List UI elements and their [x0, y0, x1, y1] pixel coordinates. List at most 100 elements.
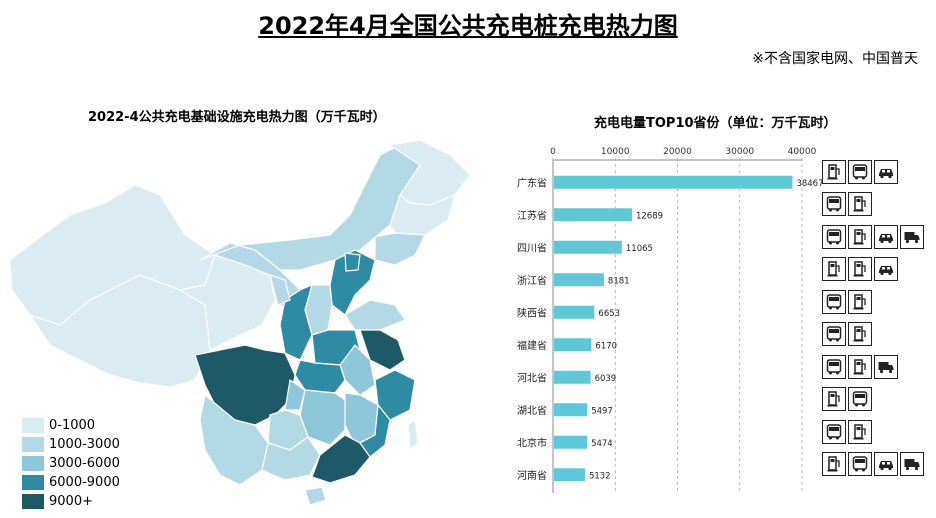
map-region-beijing [344, 252, 361, 272]
map-region-taiwan [407, 418, 419, 452]
china-heat-map [9, 139, 471, 506]
icon-row [822, 192, 872, 216]
car-icon [874, 225, 898, 249]
bar-chart-title: 充电电量TOP10省份（单位：万千瓦时） [594, 116, 837, 131]
legend-item: 9000+ [22, 492, 120, 511]
bar [554, 370, 591, 384]
x-tick-label: 30000 [725, 147, 754, 157]
category-label: 河南省 [517, 469, 547, 482]
legend-label: 6000-9000 [49, 475, 120, 490]
category-label: 江苏省 [517, 209, 547, 222]
legend-label: 3000-6000 [49, 456, 120, 471]
legend-label: 1000-3000 [49, 437, 120, 452]
charger-icon [848, 420, 872, 444]
data-note: ※不含国家电网、中国普天 [752, 51, 918, 67]
category-label: 浙江省 [517, 274, 547, 287]
icon-row [822, 420, 872, 444]
legend-item: 1000-3000 [22, 435, 120, 454]
icon-row [822, 160, 898, 184]
map-region-guangdong [311, 434, 371, 484]
category-label: 北京市 [517, 436, 547, 449]
data-label: 11065 [626, 244, 653, 254]
car-icon [874, 257, 898, 281]
map-region-jilin [389, 193, 456, 236]
charger-icon [822, 160, 846, 184]
data-label: 38467 [796, 179, 823, 189]
category-label: 陕西省 [517, 306, 547, 319]
data-label: 5132 [589, 471, 611, 481]
icon-row [822, 387, 872, 411]
bar [554, 435, 588, 449]
icon-row [822, 452, 924, 476]
map-region-liaoning [374, 232, 426, 266]
data-label: 6170 [595, 341, 617, 351]
bar [554, 240, 622, 254]
map-region-ningxia [269, 274, 291, 306]
bus-icon [822, 355, 846, 379]
legend-item: 3000-6000 [22, 454, 120, 473]
car-icon [874, 452, 898, 476]
x-tick-label: 20000 [663, 147, 692, 157]
icon-row [822, 322, 872, 346]
category-label: 广东省 [517, 176, 547, 189]
data-label: 5474 [591, 439, 613, 449]
bar [554, 273, 604, 287]
icon-row [822, 225, 924, 249]
data-label: 12689 [636, 211, 663, 221]
map-region-hainan [304, 486, 327, 506]
data-label: 6653 [598, 309, 620, 319]
x-tick-label: 10000 [601, 147, 630, 157]
icon-row [822, 355, 898, 379]
x-tick-label: 40000 [788, 147, 817, 157]
bus-icon [822, 322, 846, 346]
truck-icon [874, 355, 898, 379]
charger-icon [848, 225, 872, 249]
truck-icon [900, 225, 924, 249]
legend-item: 6000-9000 [22, 473, 120, 492]
legend-swatch [22, 456, 44, 471]
icon-row [822, 257, 898, 281]
map-legend: 0-1000 1000-3000 3000-6000 6000-9000 900… [22, 416, 120, 511]
legend-swatch [22, 418, 44, 433]
bus-icon [822, 192, 846, 216]
map-region-hubei [294, 359, 346, 394]
charger-icon [822, 452, 846, 476]
map-region-shandong [344, 299, 406, 331]
charger-icon [848, 355, 872, 379]
truck-icon [900, 452, 924, 476]
legend-swatch [22, 437, 44, 452]
charger-icon [848, 257, 872, 281]
bar [554, 468, 585, 482]
category-label: 四川省 [517, 241, 547, 254]
data-label: 8181 [608, 276, 630, 286]
legend-label: 9000+ [49, 494, 93, 509]
page-title: 2022年4月全国公共充电桩充电热力图 [258, 12, 678, 40]
bus-icon [848, 160, 872, 184]
charger-icon [822, 387, 846, 411]
bar [554, 175, 793, 189]
bar-chart: 0 10000 20000 30000 40000 广东省 38467 江苏省 12689 四川省… [517, 147, 824, 493]
data-label: 6039 [595, 374, 617, 384]
charger-icon [848, 322, 872, 346]
charger-icon [848, 192, 872, 216]
bus-icon [822, 225, 846, 249]
legend-label: 0-1000 [49, 418, 96, 433]
category-label: 河北省 [517, 371, 547, 384]
bus-icon [848, 387, 872, 411]
map-region-guangxi [261, 436, 321, 481]
map-region-chongqing [284, 378, 306, 411]
bar [554, 208, 632, 222]
bar [554, 305, 595, 319]
charger-icon [822, 257, 846, 281]
map-title: 2022-4公共充电基础设施充电热力图（万千瓦时） [88, 110, 386, 125]
bus-icon [822, 290, 846, 314]
legend-item: 0-1000 [22, 416, 120, 435]
category-label: 福建省 [517, 339, 547, 352]
bar [554, 403, 588, 417]
bar [554, 338, 592, 352]
map-region-yunnan [199, 393, 269, 486]
data-label: 5497 [591, 406, 613, 416]
bus-icon [848, 452, 872, 476]
bus-icon [822, 420, 846, 444]
legend-swatch [22, 475, 44, 490]
